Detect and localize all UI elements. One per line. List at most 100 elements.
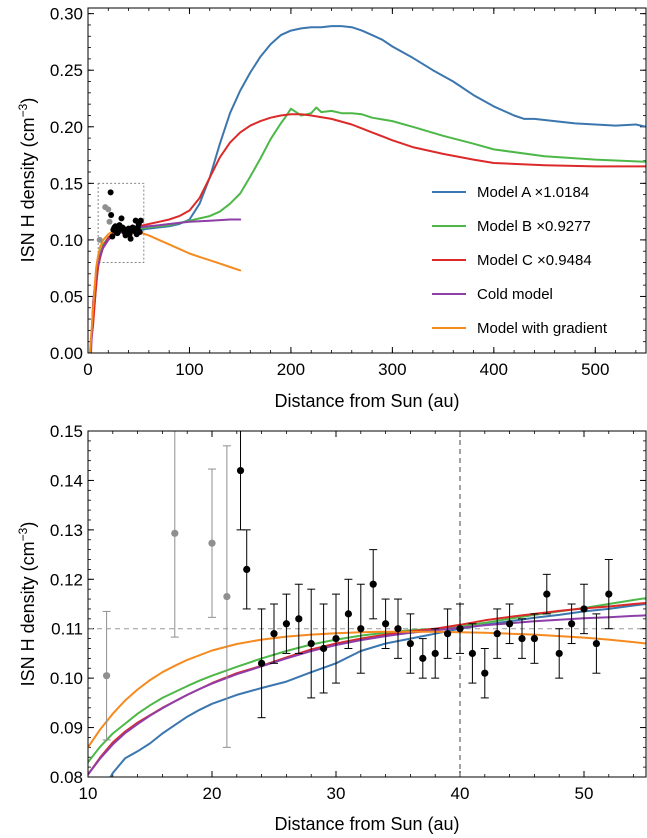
series-line-model-a-1-0184 [109,603,646,777]
y-tick-label: 0.11 [51,620,83,639]
black-data-point [357,625,365,633]
bottom-series-group [88,597,646,777]
series-line-model-b-0-9277 [92,106,646,321]
x-tick-label: 50 [575,784,594,803]
legend-label-model-a-1-0184: Model A ×1.0184 [477,184,589,201]
black-data-point [282,620,290,628]
legend-label-model-c-0-9484: Model C ×0.9484 [477,252,592,269]
bottom-x-axis-label: Distance from Sun (au) [274,814,459,834]
y-tick-label: 0.15 [50,422,83,441]
black-data-point [580,605,588,613]
x-tick-label: 500 [581,360,609,379]
x-tick-label: 10 [79,784,98,803]
black-data-point [518,635,526,643]
black-data-point [137,217,144,224]
black-data-point [394,625,402,633]
black-data-point [320,644,328,653]
x-tick-label: 20 [203,784,222,803]
y-tick-label: 0.05 [50,287,83,306]
bottom-reference-lines [88,431,646,777]
gray-data-point [171,529,179,537]
series-line-cold-model [90,218,242,353]
black-data-point [419,654,427,662]
x-tick-label: 30 [327,784,346,803]
black-data-point [127,235,134,242]
gray-data-point [105,206,112,213]
y-tick-label: 0.20 [50,118,83,137]
black-data-point [243,565,251,574]
x-tick-label: 100 [175,360,203,379]
black-data-point [481,669,489,677]
black-data-point [555,649,563,658]
black-data-point [456,625,464,633]
zoom-region-box [97,182,145,264]
legend-label-cold-model: Cold model [477,286,553,303]
bottom-panel: 10 20 30 40 50 0.08 0.09 0.10 0.11 0.12 0.13 0.14 0.… [16,422,647,834]
gray-data-point [103,672,111,680]
black-data-point [307,639,315,648]
black-data-point [506,620,514,628]
black-data-point [126,231,133,238]
top-legend: Model A ×1.0184 Model B ×0.9277 Model C ×0… [432,184,608,337]
black-data-point [270,630,278,638]
bottom-axis-ticks [87,430,646,778]
black-data-point [295,615,303,623]
black-data-point [109,233,116,240]
black-data-point [406,639,414,648]
bottom-plot-frame [87,430,647,778]
series-line-model-b-0-9277 [88,597,646,764]
gray-data-point [96,236,103,243]
black-data-point [444,630,452,638]
x-tick-label: 400 [480,360,508,379]
y-tick-label: 0.10 [50,231,83,250]
black-data-point [258,659,266,667]
top-x-axis-label: Distance from Sun (au) [274,391,459,411]
black-data-point [236,466,245,475]
black-data-point [431,649,439,658]
y-tick-label: 0.14 [50,471,83,490]
x-tick-label: 300 [378,360,406,379]
top-axis-ticks [87,8,646,354]
y-tick-label: 0.13 [50,521,83,540]
black-data-point [136,228,143,235]
gray-data-point [223,592,231,601]
top-tick-labels: 0 100 200 300 400 500 0.00 0.05 0.10 0.15 0.20 0.25… [50,5,610,379]
y-tick-label: 0.15 [50,174,83,193]
x-tick-label: 200 [277,360,305,379]
black-data-point [568,620,576,628]
x-tick-label: 40 [451,784,470,803]
y-tick-label: 0.12 [50,570,83,589]
black-data-point [592,639,601,648]
gray-data-point [106,218,113,225]
black-data-point [107,189,114,196]
black-data-point [118,215,125,222]
y-tick-label: 0.09 [50,719,83,738]
legend-label-model-b-0-9277: Model B ×0.9277 [477,218,591,235]
top-plot-frame [87,7,647,354]
black-data-point [369,580,377,588]
black-data-point [344,610,352,618]
black-data-point [382,620,390,628]
black-data-point [468,649,476,658]
black-data-point [530,635,539,643]
black-data-point [493,630,501,638]
series-line-model-with-gradient [89,228,242,353]
black-data-point [332,635,340,643]
y-tick-label: 0.25 [50,61,83,80]
top-zoom-box [97,182,145,264]
legend-label-model-with-gradient: Model with gradient [477,320,608,337]
top-panel: Model A ×1.0184 Model B ×0.9277 Model C ×0… [16,5,647,411]
bottom-y-axis-label: ISN H density (cm−3) [16,522,38,687]
y-tick-label: 0.00 [50,344,83,363]
gray-data-point [208,539,216,547]
x-tick-label: 0 [83,360,92,379]
top-data-points [96,189,144,243]
y-tick-label: 0.30 [50,5,83,24]
bottom-data-points [102,431,613,748]
series-line-model-a-1-0184 [92,25,646,321]
black-data-point [543,590,551,598]
bottom-tick-labels: 10 20 30 40 50 0.08 0.09 0.10 0.11 0.12 0.13 0.14 0.… [50,422,594,803]
series-line-cold-model [88,614,646,776]
y-tick-label: 0.08 [50,768,83,787]
